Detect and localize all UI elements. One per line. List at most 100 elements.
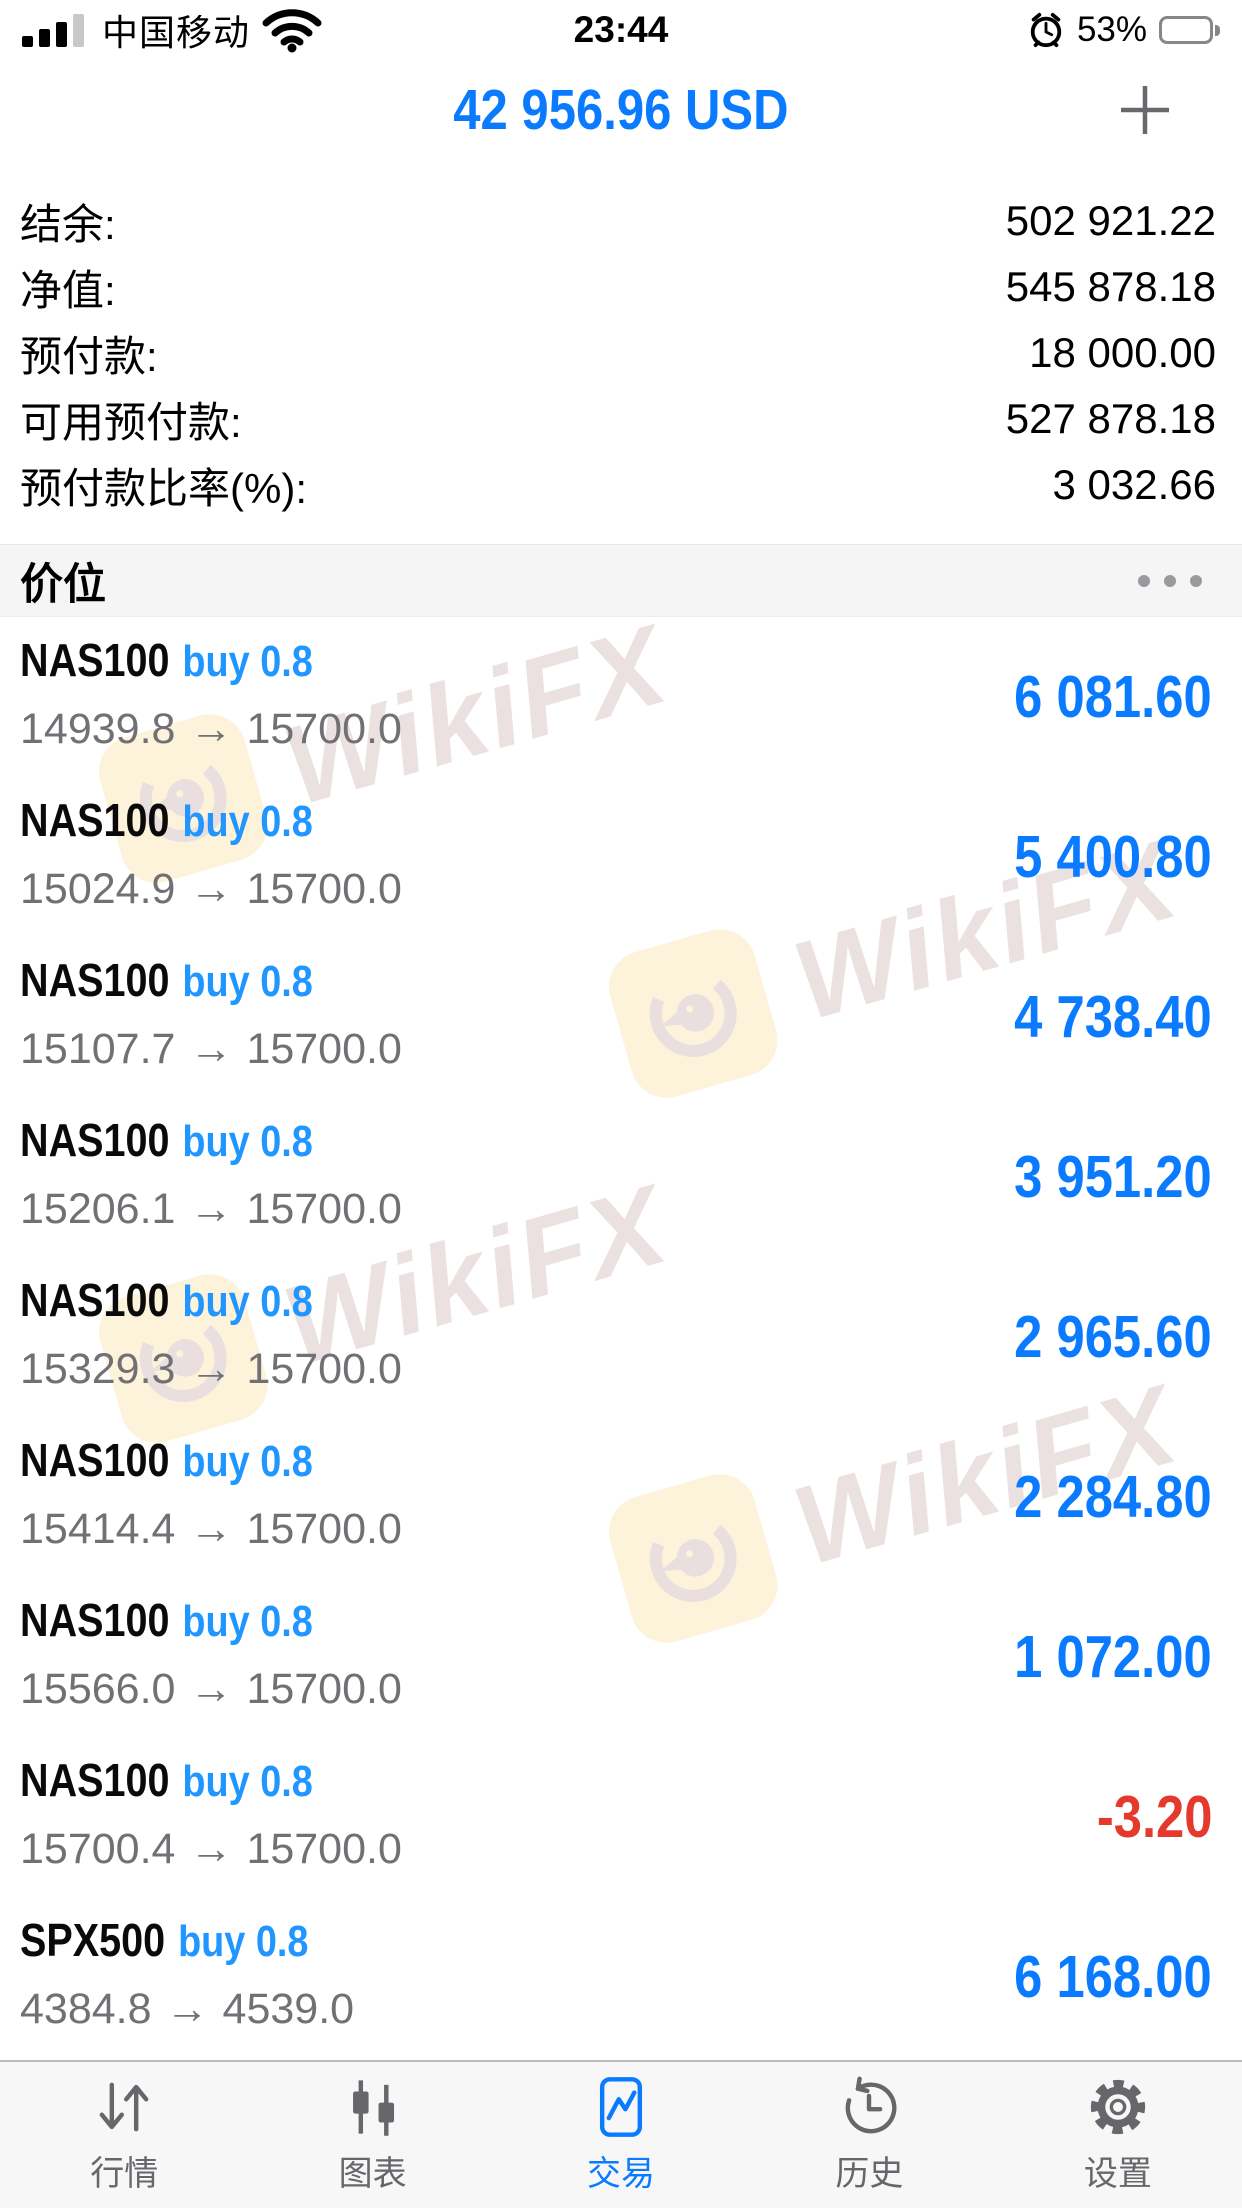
summary-label: 净值:: [20, 266, 116, 314]
position-row[interactable]: NAS100 buy 0.8 15329.3 → 15700.0 2 965.60: [0, 1257, 1242, 1417]
position-symbol: NAS100: [20, 1754, 170, 1806]
tab-label: 行情: [90, 2155, 159, 2193]
positions-list: NAS100 buy 0.8 14939.8 → 15700.0 6 081.60 …: [0, 617, 1242, 2057]
summary-label: 预付款:: [20, 332, 158, 380]
position-prices: 15024.9 → 15700.0: [20, 865, 402, 914]
current-price: 15700.0: [246, 705, 402, 753]
tab-history[interactable]: 历史: [745, 2062, 993, 2208]
account-header: 42 956.96 USD: [0, 60, 1242, 160]
position-side-volume: buy 0.8: [182, 637, 313, 686]
open-price: 4384.8: [20, 1985, 152, 2033]
position-prices: 15700.4 → 15700.0: [20, 1825, 402, 1874]
summary-row-free-margin: 可用预付款: 527 878.18: [20, 386, 1216, 452]
summary-value: 545 878.18: [1005, 263, 1216, 310]
account-summary: 结余: 502 921.22 净值: 545 878.18 预付款: 18 00…: [0, 160, 1242, 518]
position-profit: -3.20: [1096, 1784, 1212, 1850]
bottom-tab-bar: 行情 图表 交易 历史 设置: [0, 2060, 1242, 2208]
summary-row-equity: 净值: 545 878.18: [20, 254, 1216, 320]
position-row[interactable]: NAS100 buy 0.8 15414.4 → 15700.0 2 284.80: [0, 1417, 1242, 1577]
position-symbol-line: SPX500 buy 0.8: [20, 1913, 308, 1967]
position-prices: 14939.8 → 15700.0: [20, 705, 402, 754]
tab-charts[interactable]: 图表: [248, 2062, 496, 2208]
updown-arrows-icon: [99, 2082, 149, 2132]
position-symbol: NAS100: [20, 794, 170, 846]
add-order-button[interactable]: [1114, 79, 1176, 141]
position-prices: 15329.3 → 15700.0: [20, 1345, 402, 1394]
position-prices: 15107.7 → 15700.0: [20, 1025, 402, 1074]
current-price: 15700.0: [246, 1345, 402, 1393]
current-price: 15700.0: [246, 1665, 402, 1713]
position-profit: 3 951.20: [1014, 1144, 1212, 1210]
arrow-right-icon: →: [189, 1665, 233, 1713]
summary-label: 预付款比率(%):: [20, 464, 307, 512]
tab-label: 交易: [587, 2155, 656, 2193]
arrow-right-icon: →: [189, 705, 233, 753]
position-symbol: SPX500: [20, 1914, 166, 1966]
position-side-volume: buy 0.8: [182, 797, 313, 846]
arrow-right-icon: →: [189, 1345, 233, 1393]
clock-time: 23:44: [573, 9, 669, 50]
gear-icon: [1090, 2079, 1145, 2135]
wifi-icon: [262, 9, 322, 53]
tab-trade[interactable]: 交易: [497, 2062, 745, 2208]
position-symbol-line: NAS100 buy 0.8: [20, 1753, 313, 1807]
signal-strength-icon: [22, 14, 84, 47]
summary-label: 结余:: [20, 200, 116, 248]
battery-percent-label: 53%: [1076, 10, 1147, 49]
summary-value: 3 032.66: [1052, 461, 1217, 508]
alarm-clock-icon: [1030, 12, 1062, 48]
current-price: 4539.0: [222, 1985, 355, 2033]
summary-value: 18 000.00: [1029, 329, 1216, 376]
tab-label: 图表: [338, 2155, 407, 2193]
position-prices: 15206.1 → 15700.0: [20, 1185, 402, 1234]
position-profit: 6 081.60: [1014, 664, 1212, 730]
position-profit: 1 072.00: [1014, 1624, 1212, 1690]
current-price: 15700.0: [246, 1825, 402, 1873]
position-row[interactable]: NAS100 buy 0.8 15024.9 → 15700.0 5 400.80: [0, 777, 1242, 937]
position-symbol-line: NAS100 buy 0.8: [20, 633, 313, 687]
section-title: 价位: [20, 560, 106, 609]
position-profit: 5 400.80: [1014, 824, 1212, 890]
position-side-volume: buy 0.8: [182, 957, 313, 1006]
current-price: 15700.0: [246, 1505, 402, 1553]
position-row[interactable]: NAS100 buy 0.8 14939.8 → 15700.0 6 081.60: [0, 617, 1242, 777]
arrow-right-icon: →: [189, 1825, 233, 1873]
positions-section-bar: 价位: [0, 544, 1242, 617]
open-price: 15566.0: [20, 1665, 176, 1713]
current-price: 15700.0: [246, 1025, 402, 1073]
position-profit: 2 965.60: [1014, 1304, 1212, 1370]
arrow-right-icon: →: [189, 865, 233, 913]
tab-label: 设置: [1083, 2155, 1152, 2193]
tab-settings[interactable]: 设置: [994, 2062, 1242, 2208]
position-side-volume: buy 0.8: [182, 1117, 313, 1166]
position-symbol: NAS100: [20, 1114, 170, 1166]
position-row[interactable]: NAS100 buy 0.8 15107.7 → 15700.0 4 738.40: [0, 937, 1242, 1097]
arrow-right-icon: →: [165, 1985, 209, 2033]
position-prices: 15566.0 → 15700.0: [20, 1665, 402, 1714]
position-row[interactable]: NAS100 buy 0.8 15206.1 → 15700.0 3 951.20: [0, 1097, 1242, 1257]
position-symbol: NAS100: [20, 1274, 170, 1326]
current-price: 15700.0: [246, 865, 402, 913]
summary-row-margin: 预付款: 18 000.00: [20, 320, 1216, 386]
summary-row-margin-level: 预付款比率(%): 3 032.66: [20, 452, 1216, 518]
arrow-right-icon: →: [189, 1185, 233, 1233]
more-options-icon[interactable]: [1136, 571, 1208, 591]
trade-chart-icon: [599, 2077, 643, 2137]
position-row[interactable]: NAS100 buy 0.8 15566.0 → 15700.0 1 072.00: [0, 1577, 1242, 1737]
position-profit: 6 168.00: [1014, 1944, 1212, 2010]
tab-label: 历史: [835, 2155, 904, 2193]
position-symbol-line: NAS100 buy 0.8: [20, 1113, 313, 1167]
position-side-volume: buy 0.8: [182, 1597, 313, 1646]
position-symbol-line: NAS100 buy 0.8: [20, 793, 313, 847]
position-row[interactable]: SPX500 buy 0.8 4384.8 → 4539.0 6 168.00: [0, 1897, 1242, 2057]
open-price: 14939.8: [20, 705, 176, 753]
position-symbol-line: NAS100 buy 0.8: [20, 1593, 313, 1647]
open-price: 15329.3: [20, 1345, 176, 1393]
position-row[interactable]: NAS100 buy 0.8 15700.4 → 15700.0 -3.20: [0, 1737, 1242, 1897]
summary-value: 502 921.22: [1005, 197, 1216, 244]
plus-icon: [1121, 86, 1169, 134]
open-price: 15206.1: [20, 1185, 176, 1233]
battery-icon: [1159, 16, 1220, 44]
summary-row-balance: 结余: 502 921.22: [20, 188, 1216, 254]
tab-quotes[interactable]: 行情: [0, 2062, 248, 2208]
